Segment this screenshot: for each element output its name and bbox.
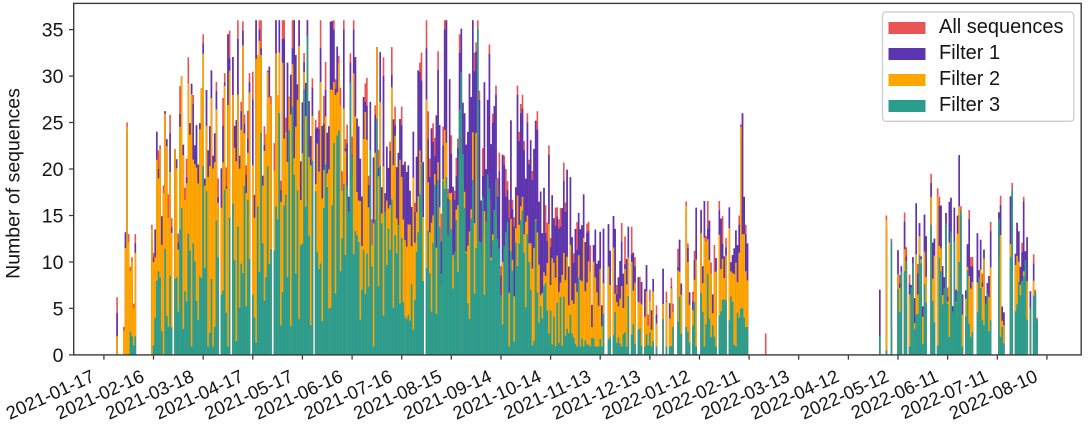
svg-text:Filter 3: Filter 3: [939, 94, 1000, 116]
svg-text:30: 30: [42, 66, 64, 88]
svg-text:10: 10: [42, 252, 64, 274]
svg-text:25: 25: [42, 113, 64, 135]
svg-text:Filter 2: Filter 2: [939, 68, 1000, 90]
svg-text:5: 5: [53, 298, 64, 320]
svg-text:15: 15: [42, 206, 64, 228]
svg-text:0: 0: [53, 345, 64, 367]
svg-text:35: 35: [42, 20, 64, 42]
svg-text:Filter 1: Filter 1: [939, 42, 1000, 64]
svg-text:Number of sequences: Number of sequences: [3, 88, 25, 279]
svg-text:All sequences: All sequences: [939, 16, 1064, 38]
svg-text:20: 20: [42, 159, 64, 181]
